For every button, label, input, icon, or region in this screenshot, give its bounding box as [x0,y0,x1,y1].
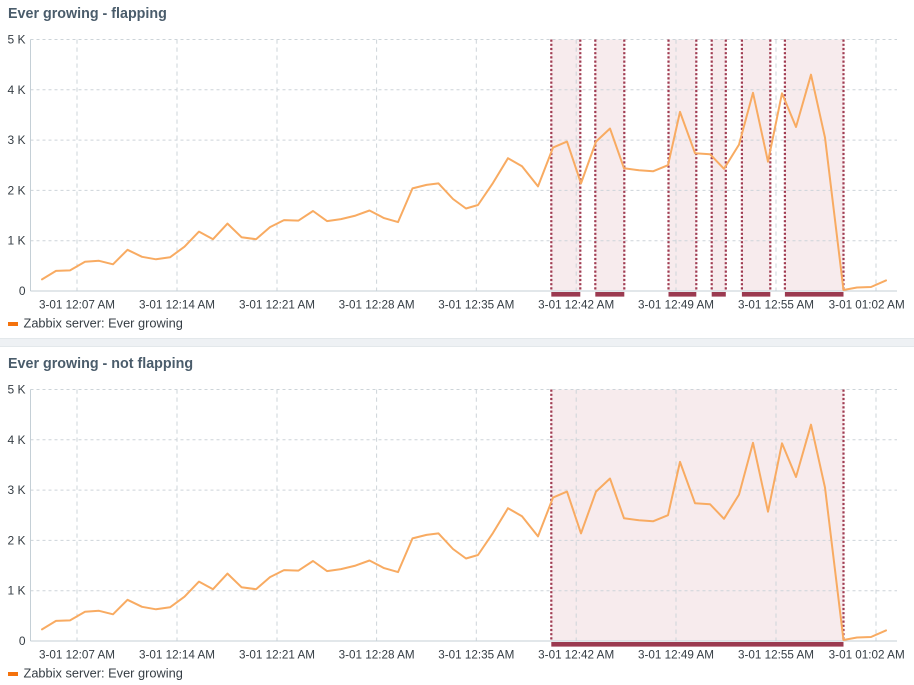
svg-text:Zabbix server: Ever growing: Zabbix server: Ever growing [24,315,183,330]
svg-text:3 K: 3 K [7,133,25,147]
svg-text:3-01 12:35 AM: 3-01 12:35 AM [438,299,514,312]
svg-text:3-01 12:42 AM: 3-01 12:42 AM [538,299,614,312]
svg-text:5 K: 5 K [7,33,25,47]
svg-text:3-01 12:42 AM: 3-01 12:42 AM [538,649,614,662]
svg-text:3-01 01:02 AM: 3-01 01:02 AM [829,299,905,312]
svg-text:4 K: 4 K [7,83,25,97]
svg-text:Zabbix server: Ever growing: Zabbix server: Ever growing [24,665,183,680]
svg-text:0: 0 [19,634,26,648]
svg-text:Ever growing - flapping: Ever growing - flapping [8,6,167,22]
svg-text:3 K: 3 K [7,483,25,497]
svg-text:3-01 12:21 AM: 3-01 12:21 AM [239,649,315,662]
svg-text:3-01 12:07 AM: 3-01 12:07 AM [39,649,115,662]
svg-text:Ever growing - not flapping: Ever growing - not flapping [8,356,193,372]
svg-text:3-01 12:28 AM: 3-01 12:28 AM [339,299,415,312]
svg-text:4 K: 4 K [7,433,25,447]
svg-text:3-01 12:14 AM: 3-01 12:14 AM [139,299,215,312]
svg-text:1 K: 1 K [7,584,25,598]
svg-text:3-01 12:49 AM: 3-01 12:49 AM [638,649,714,662]
svg-text:3-01 12:35 AM: 3-01 12:35 AM [438,649,514,662]
svg-text:3-01 12:21 AM: 3-01 12:21 AM [239,299,315,312]
svg-text:3-01 12:28 AM: 3-01 12:28 AM [339,649,415,662]
svg-text:5 K: 5 K [7,383,25,397]
svg-text:3-01 12:55 AM: 3-01 12:55 AM [738,299,814,312]
svg-text:3-01 01:02 AM: 3-01 01:02 AM [829,649,905,662]
svg-text:3-01 12:07 AM: 3-01 12:07 AM [39,299,115,312]
svg-text:0: 0 [19,284,26,298]
svg-text:3-01 12:49 AM: 3-01 12:49 AM [638,299,714,312]
svg-text:2 K: 2 K [7,533,25,547]
svg-text:2 K: 2 K [7,183,25,197]
svg-text:1 K: 1 K [7,234,25,248]
svg-text:3-01 12:55 AM: 3-01 12:55 AM [738,649,814,662]
svg-text:3-01 12:14 AM: 3-01 12:14 AM [139,649,215,662]
